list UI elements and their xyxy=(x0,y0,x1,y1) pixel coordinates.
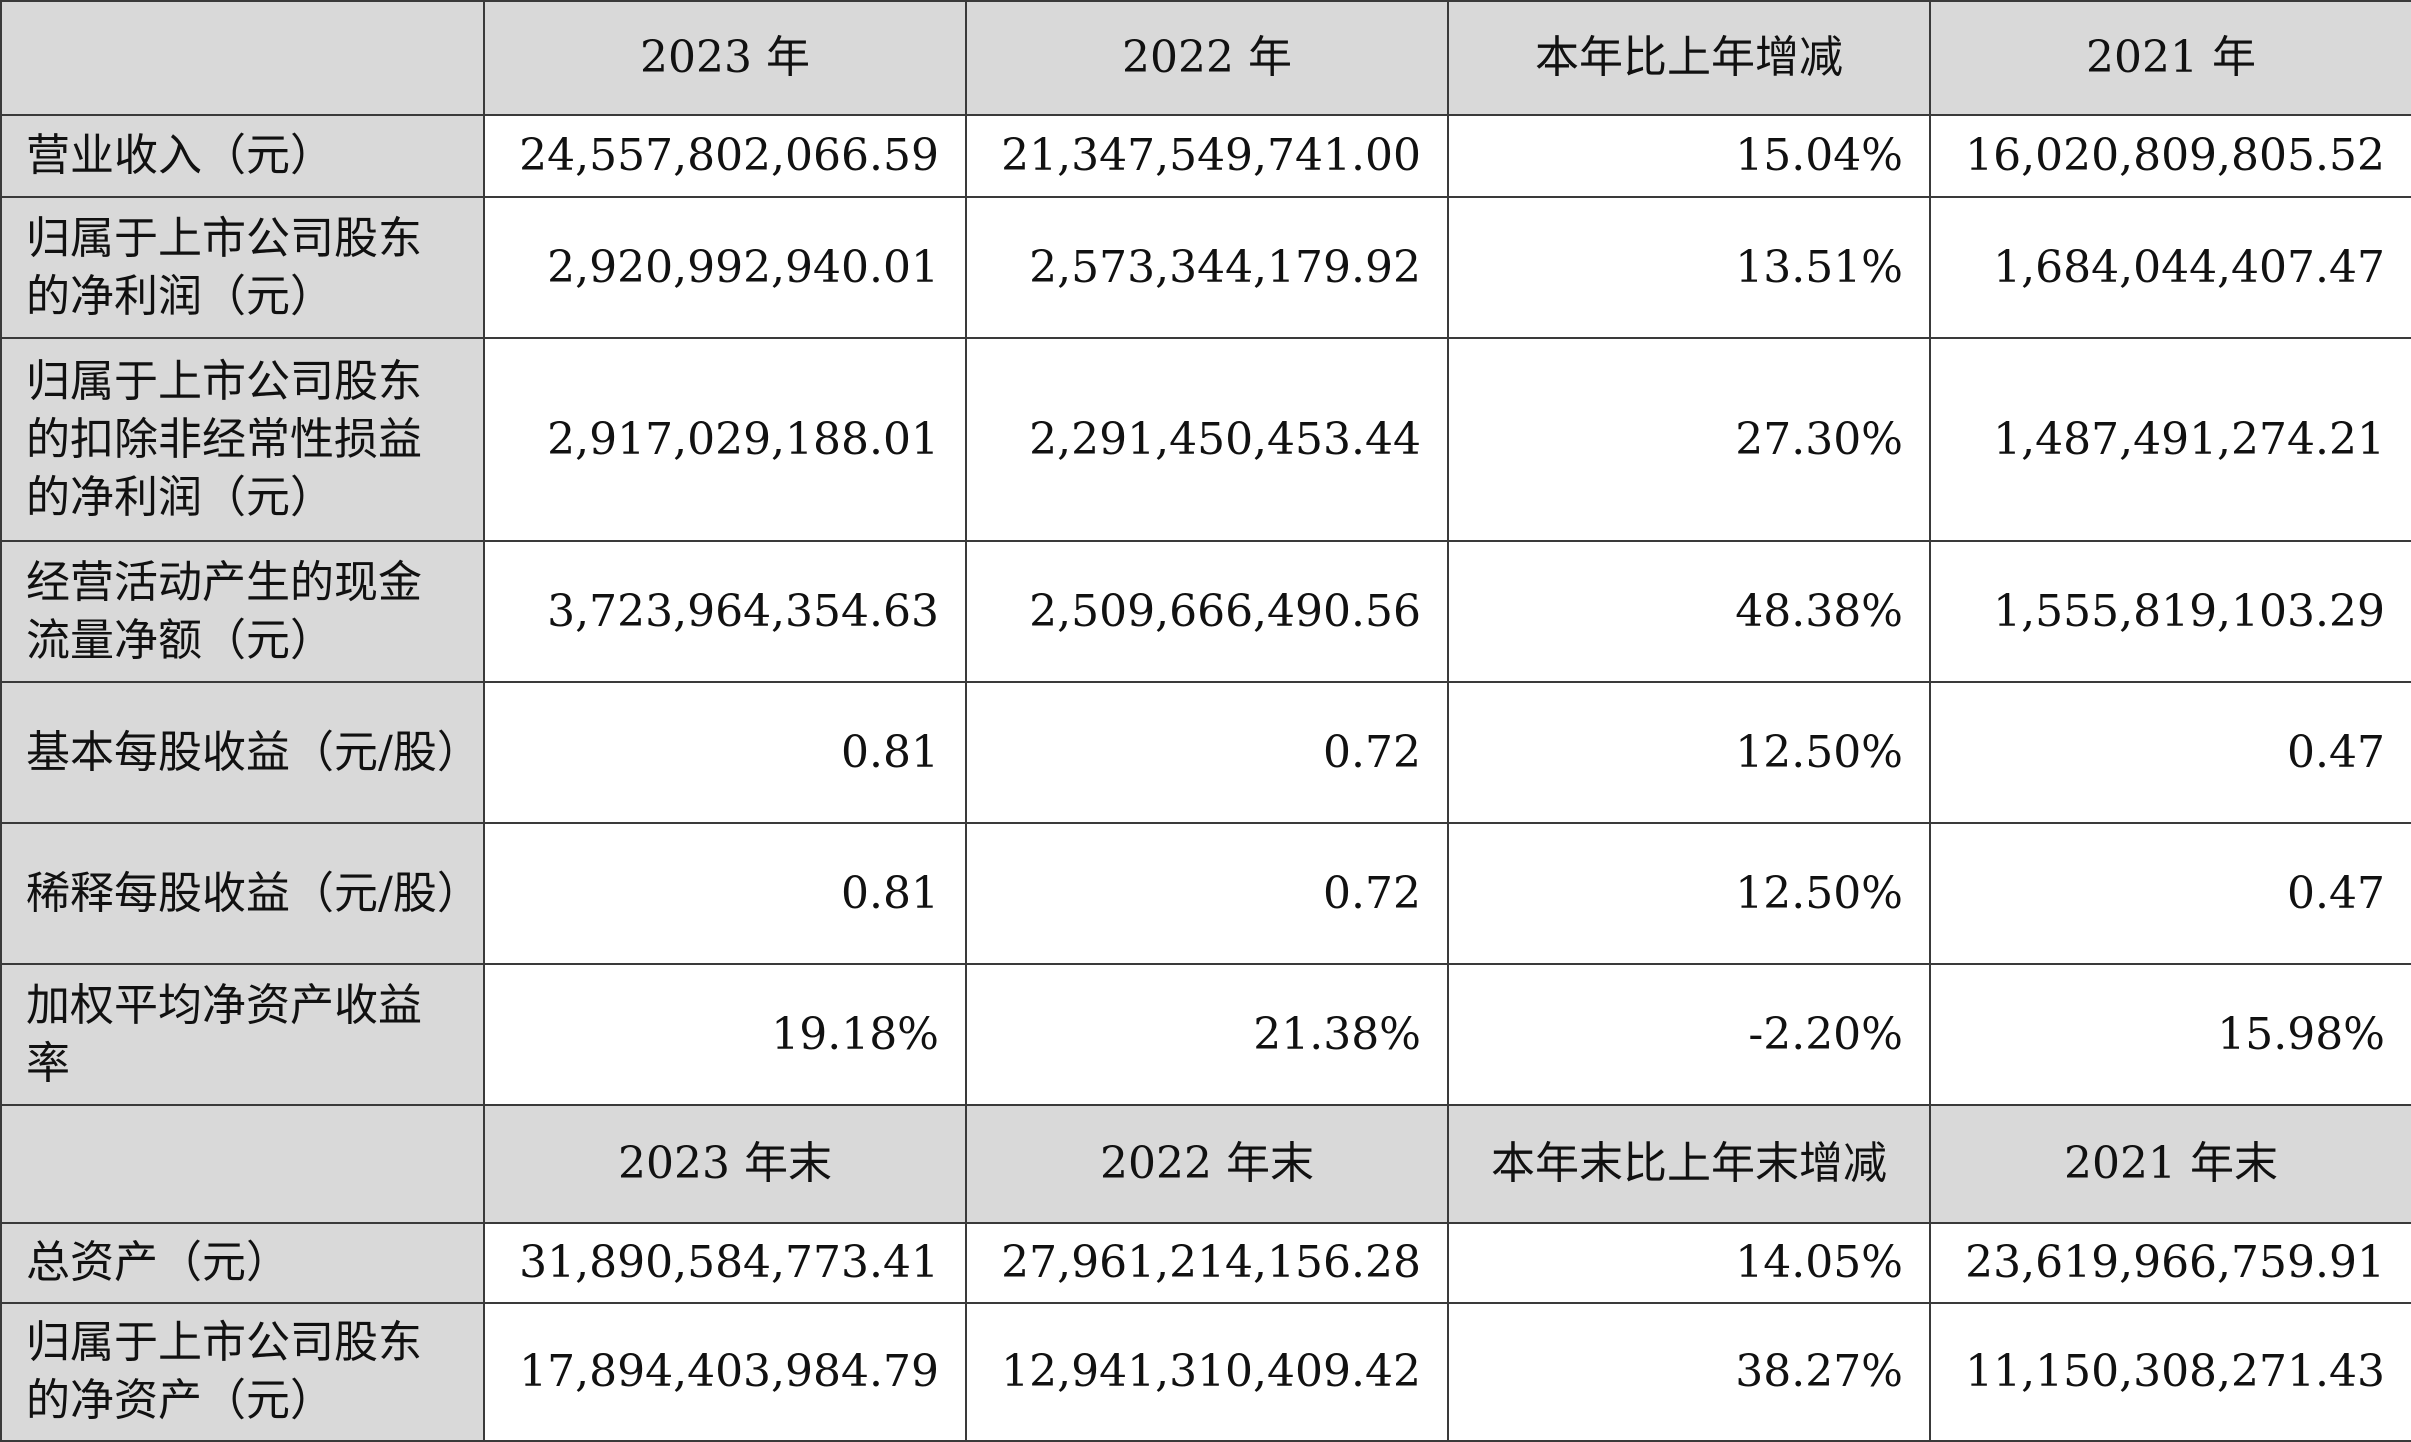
cell-value: 21,347,549,741.00 xyxy=(965,114,1449,198)
cell-value: 24,557,802,066.59 xyxy=(483,114,967,198)
cell-value: 12.50% xyxy=(1447,822,1931,965)
cell-value: 1,555,819,103.29 xyxy=(1929,540,2411,683)
row-label-net-profit: 归属于上市公司股东的净利润（元） xyxy=(0,196,485,339)
cell-value: 0.47 xyxy=(1929,822,2411,965)
cell-value: 2,291,450,453.44 xyxy=(965,337,1449,542)
table-row: 经营活动产生的现金流量净额（元） 3,723,964,354.63 2,509,… xyxy=(0,540,2411,683)
cell-value: 1,684,044,407.47 xyxy=(1929,196,2411,339)
row-label-roe: 加权平均净资产收益率 xyxy=(0,963,485,1106)
cell-value: 1,487,491,274.21 xyxy=(1929,337,2411,542)
cell-value: 3,723,964,354.63 xyxy=(483,540,967,683)
row-label-basic-eps: 基本每股收益（元/股） xyxy=(0,681,485,824)
row-label-deducted-net-profit: 归属于上市公司股东的扣除非经常性损益的净利润（元） xyxy=(0,337,485,542)
row-label-operating-cash-flow: 经营活动产生的现金流量净额（元） xyxy=(0,540,485,683)
row-label-revenue: 营业收入（元） xyxy=(0,114,485,198)
cell-value: 27.30% xyxy=(1447,337,1931,542)
cell-value: 2,509,666,490.56 xyxy=(965,540,1449,683)
cell-value: 15.04% xyxy=(1447,114,1931,198)
header-year-end-change: 本年末比上年末增减 xyxy=(1447,1104,1931,1224)
table-row: 归属于上市公司股东的净利润（元） 2,920,992,940.01 2,573,… xyxy=(0,196,2411,339)
header-row-annual: 2023 年 2022 年 本年比上年增减 2021 年 xyxy=(0,0,2411,116)
table-row: 总资产（元） 31,890,584,773.41 27,961,214,156.… xyxy=(0,1222,2411,1304)
table-row: 归属于上市公司股东的扣除非经常性损益的净利润（元） 2,917,029,188.… xyxy=(0,337,2411,542)
cell-value: 0.72 xyxy=(965,681,1449,824)
cell-value: 0.81 xyxy=(483,822,967,965)
cell-value: 13.51% xyxy=(1447,196,1931,339)
cell-value: -2.20% xyxy=(1447,963,1931,1106)
row-label-total-assets: 总资产（元） xyxy=(0,1222,485,1304)
cell-value: 11,150,308,271.43 xyxy=(1929,1302,2411,1442)
cell-value: 12,941,310,409.42 xyxy=(965,1302,1449,1442)
cell-value: 15.98% xyxy=(1929,963,2411,1106)
header-yoy-change: 本年比上年增减 xyxy=(1447,0,1931,116)
cell-value: 2,920,992,940.01 xyxy=(483,196,967,339)
cell-value: 2,917,029,188.01 xyxy=(483,337,967,542)
header-blank-cell xyxy=(0,1104,485,1224)
cell-value: 12.50% xyxy=(1447,681,1931,824)
cell-value: 48.38% xyxy=(1447,540,1931,683)
cell-value: 0.81 xyxy=(483,681,967,824)
cell-value: 38.27% xyxy=(1447,1302,1931,1442)
cell-value: 17,894,403,984.79 xyxy=(483,1302,967,1442)
cell-value: 2,573,344,179.92 xyxy=(965,196,1449,339)
table-row: 基本每股收益（元/股） 0.81 0.72 12.50% 0.47 xyxy=(0,681,2411,824)
cell-value: 31,890,584,773.41 xyxy=(483,1222,967,1304)
cell-value: 23,619,966,759.91 xyxy=(1929,1222,2411,1304)
header-row-year-end: 2023 年末 2022 年末 本年末比上年末增减 2021 年末 xyxy=(0,1104,2411,1224)
header-blank-cell xyxy=(0,0,485,116)
table-row: 加权平均净资产收益率 19.18% 21.38% -2.20% 15.98% xyxy=(0,963,2411,1106)
cell-value: 0.47 xyxy=(1929,681,2411,824)
row-label-diluted-eps: 稀释每股收益（元/股） xyxy=(0,822,485,965)
cell-value: 21.38% xyxy=(965,963,1449,1106)
header-2023-end: 2023 年末 xyxy=(483,1104,967,1224)
cell-value: 16,020,809,805.52 xyxy=(1929,114,2411,198)
row-label-net-assets: 归属于上市公司股东的净资产（元） xyxy=(0,1302,485,1442)
cell-value: 27,961,214,156.28 xyxy=(965,1222,1449,1304)
table-row: 营业收入（元） 24,557,802,066.59 21,347,549,741… xyxy=(0,114,2411,198)
cell-value: 19.18% xyxy=(483,963,967,1106)
header-2021: 2021 年 xyxy=(1929,0,2411,116)
header-2022: 2022 年 xyxy=(965,0,1449,116)
cell-value: 0.72 xyxy=(965,822,1449,965)
cell-value: 14.05% xyxy=(1447,1222,1931,1304)
header-2021-end: 2021 年末 xyxy=(1929,1104,2411,1224)
table-row: 稀释每股收益（元/股） 0.81 0.72 12.50% 0.47 xyxy=(0,822,2411,965)
table-row: 归属于上市公司股东的净资产（元） 17,894,403,984.79 12,94… xyxy=(0,1302,2411,1442)
header-2023: 2023 年 xyxy=(483,0,967,116)
header-2022-end: 2022 年末 xyxy=(965,1104,1449,1224)
